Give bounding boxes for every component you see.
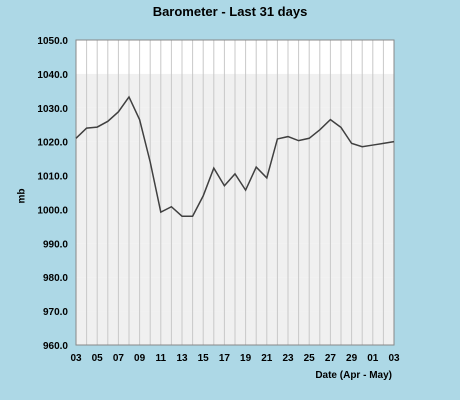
x-tick-label: 09 bbox=[134, 353, 146, 364]
x-tick-label: 07 bbox=[113, 353, 125, 364]
y-tick-label: 1000.0 bbox=[37, 205, 68, 216]
x-tick-label: 11 bbox=[156, 353, 167, 364]
x-tick-label: 25 bbox=[304, 353, 316, 364]
y-tick-label: 1020.0 bbox=[37, 138, 68, 149]
x-tick-label: 15 bbox=[198, 353, 210, 364]
y-tick-label: 960.0 bbox=[43, 341, 68, 352]
x-tick-label: 13 bbox=[176, 353, 188, 364]
x-tick-label: 19 bbox=[240, 353, 252, 364]
y-tick-label: 1010.0 bbox=[37, 172, 68, 183]
y-tick-labels: 960.0 970.0 980.0 990.0 1000.0 1010.0 1020.0 10… bbox=[37, 36, 68, 352]
x-tick-label: 05 bbox=[92, 353, 104, 364]
x-tick-label: 29 bbox=[346, 353, 358, 364]
y-tick-label: 1050.0 bbox=[37, 36, 68, 47]
x-axis-label: Date (Apr - May) bbox=[315, 370, 392, 381]
x-tick-label: 01 bbox=[367, 353, 379, 364]
x-tick-label: 17 bbox=[219, 353, 231, 364]
y-tick-label: 980.0 bbox=[43, 273, 68, 284]
y-tick-label: 1030.0 bbox=[37, 104, 68, 115]
x-tick-label: 03 bbox=[70, 353, 82, 364]
x-tick-labels: 03 05 07 09 11 13 15 17 19 21 23 25 27 29 01 03 bbox=[70, 353, 400, 364]
x-tick-label: 23 bbox=[282, 353, 294, 364]
y-tick-label: 990.0 bbox=[43, 239, 68, 250]
x-tick-label: 03 bbox=[388, 353, 400, 364]
x-tick-label: 21 bbox=[261, 353, 273, 364]
series-line bbox=[75, 95, 395, 217]
y-tick-label: 1040.0 bbox=[37, 70, 68, 81]
plot-frame bbox=[75, 39, 395, 346]
y-tick-label: 970.0 bbox=[43, 307, 68, 318]
chart-title: Barometer - Last 31 days bbox=[152, 4, 308, 19]
vertical-gridlines bbox=[86, 40, 384, 345]
x-tick-label: 27 bbox=[325, 353, 337, 364]
